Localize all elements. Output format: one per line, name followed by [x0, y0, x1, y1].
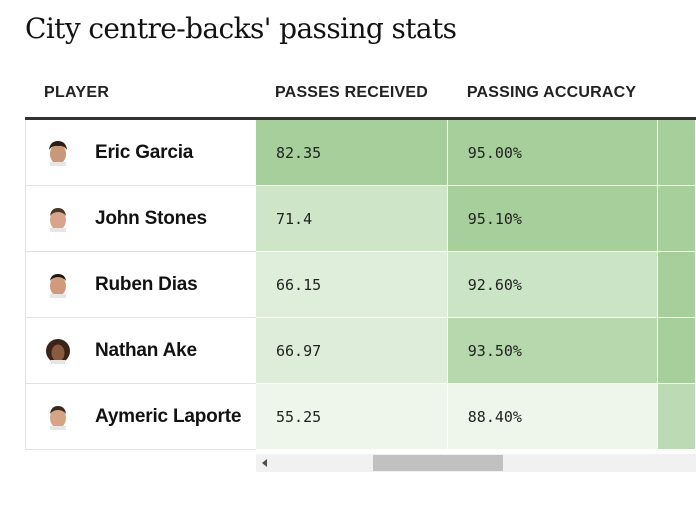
offscreen-cell [657, 252, 696, 318]
table-row: 82.35 95.00% [256, 120, 696, 186]
table-row: 66.15 92.60% [256, 252, 696, 318]
table-row: Eric Garcia [25, 120, 256, 186]
passing-accuracy-cell: 93.50% [447, 318, 658, 384]
player-photo-icon [50, 207, 66, 232]
page-title: City centre-backs' passing stats [25, 12, 457, 45]
passing-accuracy-cell: 95.10% [447, 186, 658, 252]
passing-accuracy-cell: 95.00% [447, 120, 658, 186]
passes-received-cell: 55.25 [256, 384, 448, 450]
header-passing-accuracy[interactable]: PASSING ACCURACY [466, 83, 637, 101]
table-row: 66.97 93.50% [256, 318, 696, 384]
offscreen-cell [657, 318, 696, 384]
player-photo-icon [46, 338, 70, 364]
passes-received-cell: 66.15 [256, 252, 448, 318]
offscreen-cell [657, 384, 696, 450]
header-offscreen [658, 68, 696, 117]
offscreen-cell [657, 120, 696, 186]
scroll-left-arrow-icon[interactable] [262, 459, 267, 467]
offscreen-cell [657, 186, 696, 252]
horizontal-scrollbar[interactable] [256, 454, 696, 472]
header-passes-received[interactable]: PASSES RECEIVED [275, 83, 428, 101]
table-row: Aymeric Laporte [25, 384, 256, 450]
player-photo-icon [50, 273, 66, 298]
player-name: Eric Garcia [95, 141, 194, 163]
table-row: Ruben Dias [25, 252, 256, 318]
player-name: Ruben Dias [95, 273, 198, 295]
scrollbar-thumb[interactable] [373, 455, 503, 471]
player-photo-icon [50, 405, 66, 430]
table-row: 71.4 95.10% [256, 186, 696, 252]
table-row: 55.25 88.40% [256, 384, 696, 450]
player-name: Nathan Ake [95, 339, 197, 361]
player-name: John Stones [95, 207, 207, 229]
stats-scroll-area[interactable]: PASSES RECEIVED PASSING ACCURACY 82.35 9… [256, 68, 696, 472]
player-photo-icon [49, 140, 67, 166]
table-row: John Stones [25, 186, 256, 252]
player-name: Aymeric Laporte [95, 405, 242, 427]
passing-accuracy-cell: 88.40% [447, 384, 658, 450]
header-player[interactable]: PLAYER [25, 68, 256, 120]
passes-received-cell: 82.35 [256, 120, 448, 186]
player-column: PLAYER Eric Garcia John Stones Ruben Dia… [25, 68, 257, 450]
passes-received-cell: 66.97 [256, 318, 448, 384]
passing-accuracy-cell: 92.60% [447, 252, 658, 318]
passes-received-cell: 71.4 [256, 186, 448, 252]
stats-header-row: PASSES RECEIVED PASSING ACCURACY [256, 68, 696, 120]
table-row: Nathan Ake [25, 318, 256, 384]
